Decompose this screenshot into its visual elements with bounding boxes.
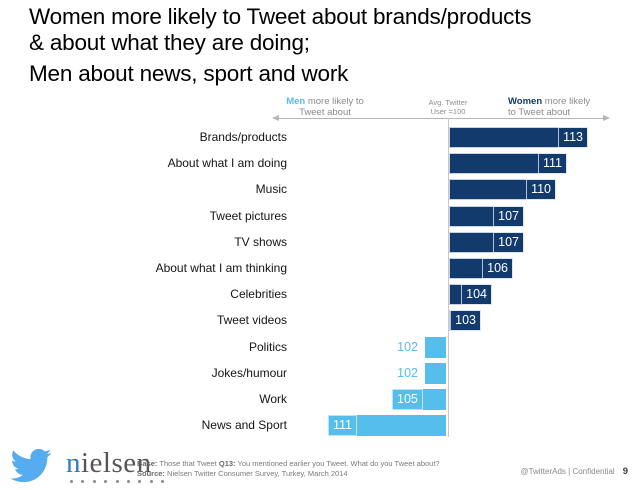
source-label: Source: xyxy=(137,468,165,478)
title-line-2: & about what they are doing; xyxy=(29,30,310,55)
bar-men xyxy=(425,337,446,358)
base-label: Base: xyxy=(137,459,158,468)
value-label: 104 xyxy=(461,284,492,305)
right-arrow-icon xyxy=(603,115,610,121)
category-label: News and Sport xyxy=(201,418,287,432)
value-label: 107 xyxy=(493,206,524,227)
category-label: Politics xyxy=(248,340,287,354)
value-label: 110 xyxy=(526,179,556,200)
category-label: Tweet videos xyxy=(216,313,287,327)
horizontal-axis-line xyxy=(278,118,604,119)
category-label: Celebrities xyxy=(230,287,287,301)
value-label: 111 xyxy=(328,415,358,436)
nielsen-logo: nielsen xyxy=(66,449,152,478)
bar-men xyxy=(328,415,446,436)
q13-label: Q13: xyxy=(218,459,236,468)
value-label: 105 xyxy=(392,389,423,410)
category-label: Jokes/humour xyxy=(211,366,287,380)
page-number: 9 xyxy=(622,466,628,477)
axis-label-men-rest: more likely to Tweet about xyxy=(299,96,364,118)
value-label: 102 xyxy=(397,366,418,380)
value-label: 113 xyxy=(558,127,588,148)
value-label: 111 xyxy=(537,153,567,174)
bar-men xyxy=(425,363,446,384)
category-label: TV shows xyxy=(234,235,287,249)
category-label: Music xyxy=(255,182,287,196)
chart-rows: Brands/products 113 About what I am doing 1… xyxy=(0,127,644,447)
value-label: 103 xyxy=(450,310,481,331)
axis-baseline-note: Avg. Twitter User =100 xyxy=(428,98,468,116)
base-line: Base: Those that Tweet Q13: You mentione… xyxy=(137,459,440,468)
category-label: Work xyxy=(259,392,287,406)
nielsen-logo-rest: ielsen xyxy=(81,447,152,479)
twitter-ads-handle: @TwitterAds | Confidential xyxy=(520,467,615,476)
axis-label-men-bold: Men xyxy=(286,96,306,107)
title-line-3: Men about news, sport and work xyxy=(29,61,349,86)
axis-label-men: Men more likely to Tweet about xyxy=(278,96,372,118)
twitter-logo-icon xyxy=(10,448,52,483)
baseline-axis-line xyxy=(448,118,449,437)
value-label: 107 xyxy=(493,232,524,253)
axis-label-women-bold: Women xyxy=(508,96,543,107)
category-label: Tweet pictures xyxy=(209,209,287,223)
axis-label-women: Women more likely to Tweet about xyxy=(508,96,600,118)
bar-men xyxy=(392,389,446,410)
source-line: Source: Nielsen Twitter Consumer Survey,… xyxy=(137,468,348,478)
category-label: About what I am doing xyxy=(167,156,287,170)
base-source-note: Base: Those that Tweet Q13: You mentione… xyxy=(137,459,440,478)
category-label: About what I am thinking xyxy=(155,261,287,275)
nielsen-logo-first-letter: n xyxy=(66,447,81,479)
axis-label-women-rest: more likely to Tweet about xyxy=(508,96,591,118)
category-label: Brands/products xyxy=(199,130,287,144)
value-label: 102 xyxy=(397,340,418,354)
title-line-1: Women more likely to Tweet about brands/… xyxy=(29,4,532,29)
confidential-note: @TwitterAds | Confidential 9 xyxy=(520,466,628,477)
slide-title: Women more likely to Tweet about brands/… xyxy=(29,4,532,87)
left-arrow-icon xyxy=(272,115,279,121)
value-label: 106 xyxy=(482,258,513,279)
nielsen-dots xyxy=(70,480,164,483)
